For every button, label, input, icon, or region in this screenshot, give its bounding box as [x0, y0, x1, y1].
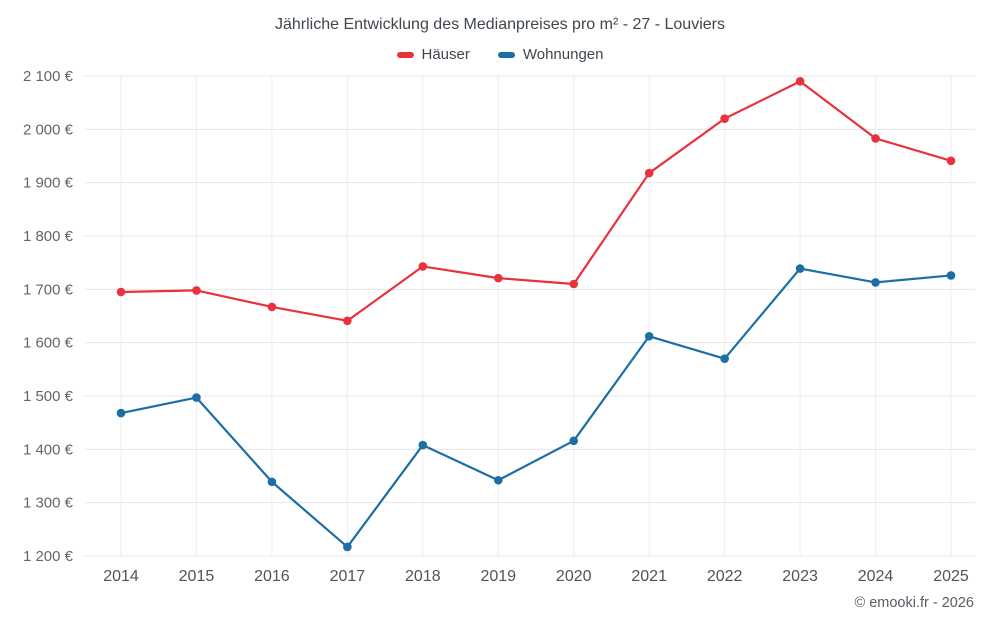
data-point	[569, 436, 579, 446]
legend-item-wohnungen[interactable]: Wohnungen	[497, 46, 604, 63]
data-point	[267, 477, 277, 487]
legend-item-hauser[interactable]: Häuser	[396, 46, 470, 63]
y-tick-label: 1 500 €	[23, 388, 74, 405]
chart-legend: Häuser Wohnungen	[0, 46, 1000, 63]
y-tick-label: 1 900 €	[23, 175, 74, 192]
y-tick-label: 2 000 €	[23, 121, 74, 138]
y-tick-label: 1 600 €	[23, 335, 74, 352]
data-point	[644, 168, 654, 178]
x-tick-label: 2017	[330, 568, 366, 585]
y-tick-label: 1 700 €	[23, 281, 74, 298]
x-tick-label: 2022	[707, 568, 743, 585]
data-point	[946, 156, 956, 166]
data-point	[720, 354, 729, 363]
data-point	[493, 273, 503, 283]
y-tick-label: 1 400 €	[23, 441, 74, 458]
legend-label-wohnungen: Wohnungen	[522, 46, 604, 63]
data-point	[871, 134, 880, 143]
x-tick-label: 2014	[103, 568, 139, 585]
data-point	[116, 287, 126, 297]
x-tick-label: 2025	[933, 568, 969, 585]
data-point	[720, 114, 729, 123]
x-tick-label: 2020	[556, 568, 592, 585]
x-tick-label: 2016	[254, 568, 290, 585]
x-tick-label: 2021	[631, 568, 667, 585]
data-point	[644, 331, 654, 341]
data-point	[871, 278, 880, 287]
hauser-series-swatch-icon	[396, 51, 414, 58]
data-point	[343, 316, 352, 326]
y-tick-label: 1 300 €	[23, 495, 74, 512]
data-point	[418, 440, 428, 450]
footer-credit: © emooki.fr - 2026	[854, 595, 974, 611]
y-tick-label: 2 100 €	[23, 68, 74, 85]
data-point	[493, 475, 503, 485]
data-point	[116, 408, 126, 418]
x-tick-label: 2015	[179, 568, 215, 585]
legend-label-hauser: Häuser	[421, 46, 470, 63]
y-tick-label: 1 800 €	[23, 228, 74, 245]
x-tick-label: 2023	[782, 568, 818, 585]
y-tick-label: 1 200 €	[23, 548, 74, 565]
x-tick-label: 2019	[480, 568, 516, 585]
data-point	[946, 271, 956, 280]
series-line	[119, 267, 953, 549]
x-tick-label: 2018	[405, 568, 441, 585]
data-point	[343, 542, 352, 552]
data-point	[418, 262, 428, 271]
x-tick-label: 2024	[858, 568, 894, 585]
data-point	[192, 393, 201, 402]
data-point	[267, 302, 277, 312]
series-line	[119, 80, 953, 322]
data-point	[795, 77, 805, 86]
data-point	[192, 286, 201, 295]
data-point	[569, 279, 579, 289]
page-title: Jährliche Entwicklung des Medianpreises …	[275, 16, 725, 33]
wohnungen-series-swatch-icon	[497, 51, 515, 58]
data-point	[795, 264, 805, 273]
